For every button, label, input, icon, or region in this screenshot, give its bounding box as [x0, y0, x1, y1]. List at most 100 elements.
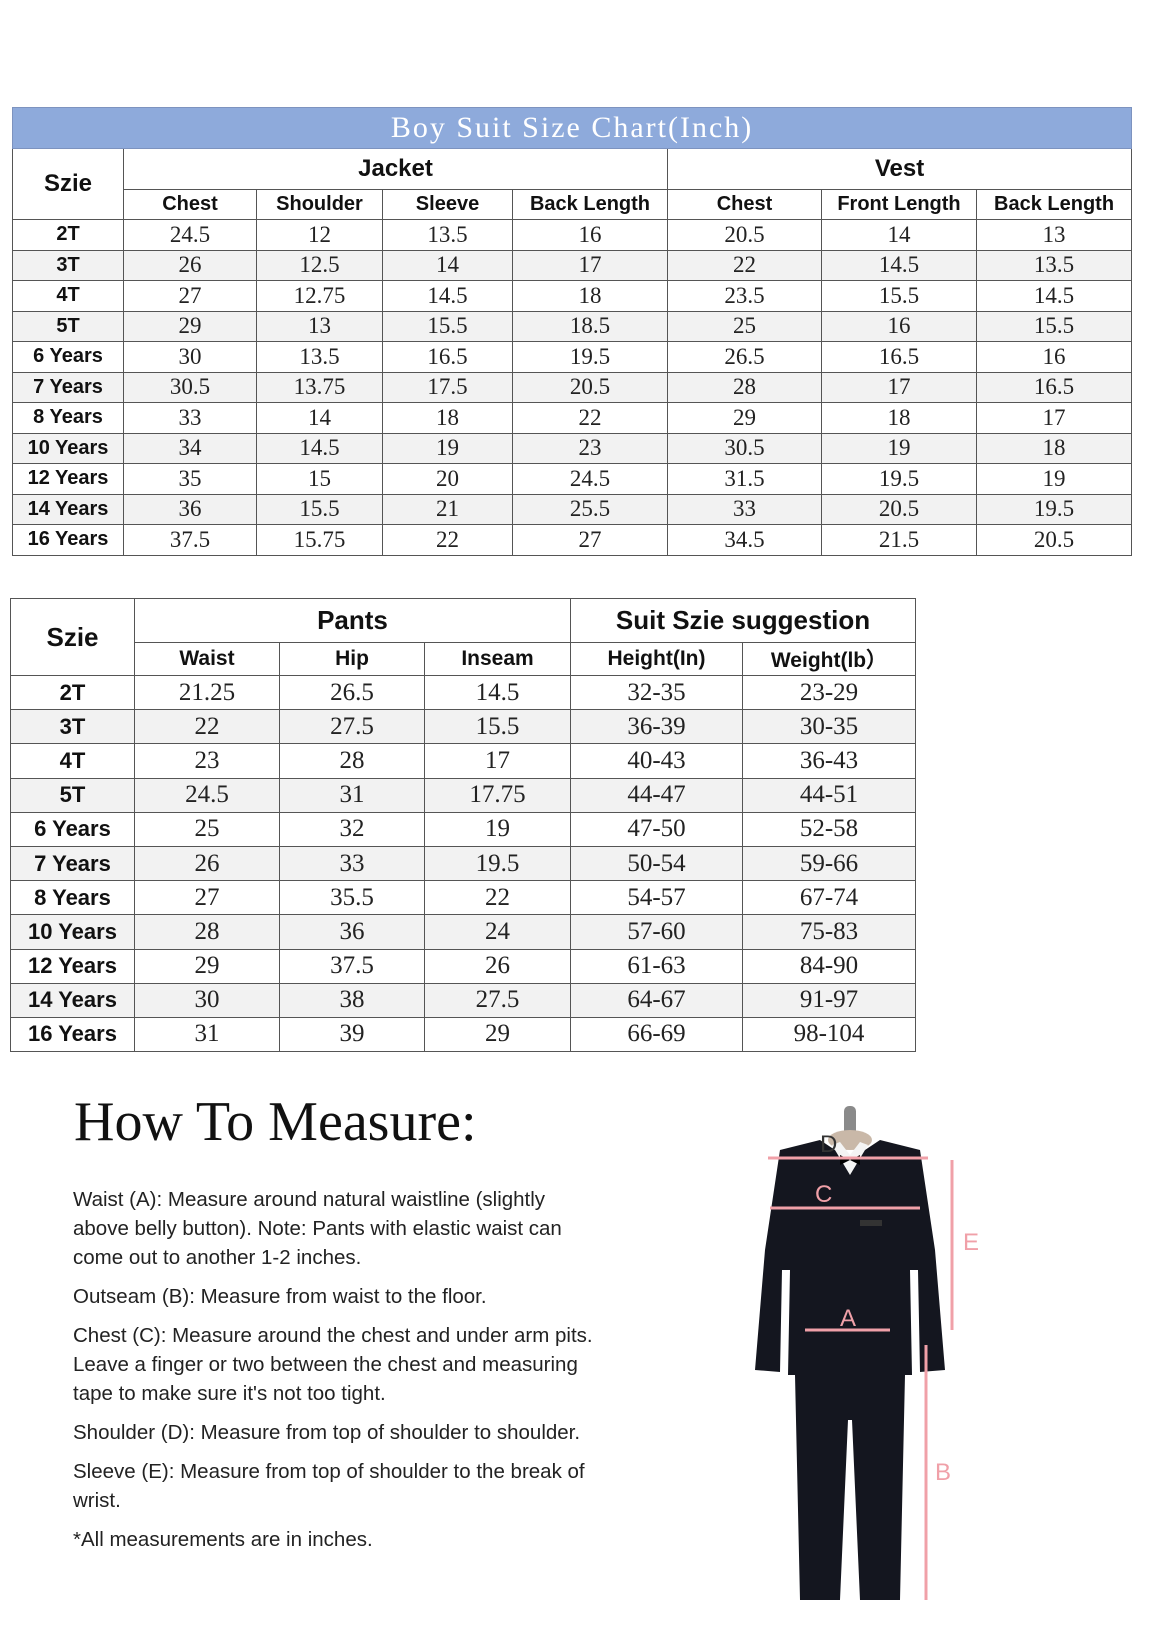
value-cell: 14: [256, 402, 383, 434]
value-cell: 50-54: [570, 845, 743, 882]
value-cell: 52-58: [742, 811, 916, 847]
value-cell: 24: [424, 914, 571, 950]
table-row: 5T 29 13 15.5 18.5 25 16 15.5: [12, 310, 1133, 342]
size-chart-title: Boy Suit Size Chart(Inch): [11, 107, 1133, 149]
value-cell: 24.5: [134, 777, 280, 813]
value-cell: 19.5: [975, 493, 1133, 525]
value-cell: 18.5: [512, 310, 668, 342]
size-cell: 6 Years: [10, 811, 135, 847]
measurement-note: *All measurements are in inches.: [73, 1528, 373, 1551]
value-cell: 31.5: [667, 463, 822, 495]
suit-pants-shape: [795, 1375, 905, 1600]
value-cell: 18: [382, 402, 513, 434]
suit-jacket-shape: [755, 1140, 945, 1375]
table-row: 2T 21.25 26.5 14.5 32-35 23-29: [10, 674, 916, 711]
value-cell: 23.5: [667, 280, 822, 312]
value-cell: 21.25: [134, 674, 280, 711]
value-cell: 37.5: [123, 524, 257, 556]
value-cell: 98-104: [742, 1016, 916, 1053]
value-cell: 13.5: [256, 341, 383, 373]
measurement-arrows: [768, 1156, 954, 1600]
value-cell: 13.5: [975, 249, 1133, 281]
size-cell: 7 Years: [12, 371, 124, 403]
value-cell: 19.5: [424, 845, 571, 882]
value-cell: 21.5: [821, 524, 977, 556]
value-cell: 18: [821, 402, 977, 434]
value-cell: 19.5: [821, 463, 977, 495]
column-header: Height(In): [570, 642, 743, 676]
value-cell: 19: [382, 432, 513, 464]
value-cell: 14: [821, 219, 977, 251]
value-cell: 33: [279, 845, 425, 882]
value-cell: 15: [256, 463, 383, 495]
value-cell: 16.5: [821, 341, 977, 373]
suit-measurement-diagram: D C A E B: [755, 1106, 979, 1600]
value-cell: 59-66: [742, 845, 916, 882]
size-cell: 4T: [12, 280, 124, 312]
value-cell: 15.75: [256, 524, 383, 556]
value-cell: 44-47: [570, 777, 743, 813]
value-cell: 15.5: [256, 493, 383, 525]
label-b: B: [935, 1459, 951, 1486]
value-cell: 20.5: [975, 524, 1133, 556]
column-header: Back Length: [975, 189, 1133, 220]
value-cell: 13.75: [256, 371, 383, 403]
size-cell: 12 Years: [12, 463, 124, 495]
value-cell: 17.5: [382, 371, 513, 403]
value-cell: 16: [821, 310, 977, 342]
label-d: D: [820, 1131, 837, 1158]
shoulder-instruction: Shoulder (D): Measure from top of should…: [73, 1421, 581, 1444]
label-a: A: [840, 1305, 856, 1332]
value-cell: 24.5: [123, 219, 257, 251]
value-cell: 32: [279, 811, 425, 847]
value-cell: 25: [667, 310, 822, 342]
value-cell: 17: [821, 371, 977, 403]
column-header: Inseam: [424, 642, 571, 676]
column-header: Chest: [123, 189, 257, 220]
value-cell: 35: [123, 463, 257, 495]
value-cell: 22: [512, 402, 668, 434]
chest-instruction: Chest (C): Measure around the chest and …: [73, 1324, 593, 1405]
value-cell: 36: [123, 493, 257, 525]
column-header: Chest: [667, 189, 822, 220]
value-cell: 27.5: [424, 982, 571, 1018]
value-cell: 14.5: [382, 280, 513, 312]
value-cell: 18: [975, 432, 1133, 464]
value-cell: 36-39: [570, 709, 743, 745]
table-row: 4T 27 12.75 14.5 18 23.5 15.5 14.5: [12, 280, 1133, 312]
table-row: 6 Years 30 13.5 16.5 19.5 26.5 16.5 16: [12, 341, 1133, 373]
table-row: 12 Years 29 37.5 26 61-63 84-90: [10, 948, 916, 984]
value-cell: 30: [134, 982, 280, 1018]
size-cell: 3T: [10, 709, 135, 745]
vest-header: Vest: [666, 148, 1133, 190]
size-cell: 14 Years: [10, 982, 135, 1018]
value-cell: 30: [123, 341, 257, 373]
value-cell: 27: [134, 880, 280, 916]
value-cell: 67-74: [742, 880, 916, 916]
size-header: Szie: [12, 148, 124, 220]
value-cell: 75-83: [742, 914, 916, 950]
outseam-instruction: Outseam (B): Measure from waist to the f…: [73, 1285, 487, 1308]
table-row: 7 Years 26 33 19.5 50-54 59-66: [10, 845, 916, 882]
value-cell: 28: [279, 743, 425, 779]
value-cell: 17: [424, 743, 571, 779]
value-cell: 13.5: [382, 219, 513, 251]
value-cell: 47-50: [570, 811, 743, 847]
value-cell: 27: [512, 524, 668, 556]
value-cell: 23: [512, 432, 668, 464]
value-cell: 36: [279, 914, 425, 950]
value-cell: 44-51: [742, 777, 916, 813]
value-cell: 26: [134, 845, 280, 882]
value-cell: 14.5: [424, 674, 571, 711]
table-row: 6 Years 25 32 19 47-50 52-58: [10, 811, 916, 847]
value-cell: 15.5: [975, 310, 1133, 342]
column-header: Waist: [134, 642, 280, 676]
value-cell: 14.5: [975, 280, 1133, 312]
size-cell: 6 Years: [12, 341, 124, 373]
value-cell: 66-69: [570, 1016, 743, 1053]
size-cell: 8 Years: [10, 880, 135, 916]
value-cell: 13: [256, 310, 383, 342]
value-cell: 16.5: [382, 341, 513, 373]
value-cell: 21: [382, 493, 513, 525]
value-cell: 91-97: [742, 982, 916, 1018]
